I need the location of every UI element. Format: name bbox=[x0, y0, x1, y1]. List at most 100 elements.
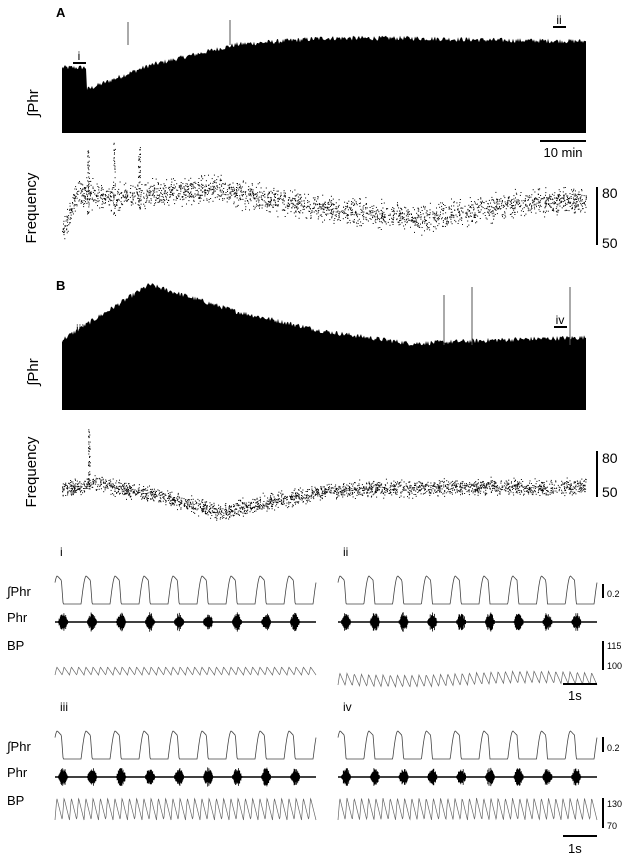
frequency-point bbox=[326, 209, 328, 211]
frequency-point bbox=[354, 489, 356, 491]
frequency-point bbox=[93, 200, 95, 202]
frequency-point bbox=[413, 490, 415, 491]
frequency-point bbox=[477, 482, 479, 484]
frequency-point bbox=[229, 196, 231, 198]
frequency-point bbox=[493, 484, 495, 486]
frequency-point bbox=[510, 213, 512, 215]
frequency-point bbox=[328, 489, 329, 491]
frequency-point bbox=[395, 491, 397, 493]
frequency-point bbox=[504, 197, 506, 199]
frequency-point bbox=[481, 482, 483, 484]
frequency-point bbox=[164, 493, 166, 495]
frequency-point bbox=[497, 494, 498, 496]
frequency-point bbox=[89, 198, 90, 200]
frequency-point bbox=[154, 496, 156, 498]
frequency-point bbox=[553, 484, 555, 486]
frequency-point bbox=[574, 486, 576, 488]
frequency-point bbox=[488, 210, 490, 212]
frequency-point bbox=[331, 204, 332, 206]
frequency-point bbox=[296, 208, 298, 210]
frequency-point bbox=[487, 206, 489, 208]
frequency-point bbox=[579, 480, 581, 482]
frequency-point bbox=[490, 491, 492, 493]
frequency-point bbox=[138, 200, 140, 202]
frequency-point bbox=[198, 184, 200, 186]
frequency-point bbox=[165, 499, 166, 501]
frequency-point bbox=[581, 478, 583, 480]
frequency-point bbox=[221, 511, 223, 512]
frequency-point bbox=[116, 202, 118, 204]
frequency-point bbox=[368, 210, 370, 212]
frequency-point bbox=[175, 196, 177, 198]
frequency-point bbox=[112, 487, 114, 488]
frequency-point bbox=[554, 202, 556, 204]
frequency-point bbox=[162, 194, 164, 196]
frequency-point bbox=[406, 218, 408, 220]
frequency-point bbox=[369, 487, 371, 489]
frequency-point bbox=[94, 193, 96, 195]
frequency-point bbox=[397, 221, 399, 223]
frequency-point bbox=[214, 508, 216, 510]
frequency-point bbox=[575, 206, 577, 208]
frequency-point bbox=[448, 489, 449, 491]
frequency-point bbox=[519, 486, 520, 488]
frequency-a-tick-80: 80 bbox=[602, 185, 618, 201]
frequency-point bbox=[69, 222, 71, 224]
frequency-point bbox=[553, 210, 555, 212]
frequency-point bbox=[495, 208, 497, 210]
frequency-point bbox=[132, 192, 134, 194]
frequency-point bbox=[111, 188, 113, 190]
frequency-point bbox=[190, 503, 192, 505]
frequency-point bbox=[516, 201, 518, 203]
frequency-point bbox=[290, 499, 292, 500]
frequency-point bbox=[498, 203, 500, 205]
frequency-point bbox=[152, 189, 154, 191]
frequency-point bbox=[533, 204, 535, 206]
frequency-point bbox=[574, 195, 576, 197]
frequency-point bbox=[281, 490, 283, 492]
frequency-point bbox=[563, 195, 565, 197]
frequency-point bbox=[302, 497, 304, 499]
frequency-point bbox=[125, 482, 127, 484]
frequency-point bbox=[391, 485, 393, 487]
frequency-point bbox=[169, 492, 171, 494]
frequency-point bbox=[239, 199, 241, 201]
frequency-point bbox=[470, 215, 472, 217]
frequency-point bbox=[211, 515, 213, 516]
frequency-point bbox=[204, 501, 206, 503]
frequency-point bbox=[534, 478, 536, 480]
frequency-point bbox=[141, 493, 143, 495]
frequency-point bbox=[405, 489, 407, 491]
frequency-point bbox=[485, 492, 487, 494]
frequency-point bbox=[347, 217, 349, 219]
frequency-point bbox=[274, 509, 276, 511]
frequency-point bbox=[98, 477, 100, 479]
frequency-point bbox=[396, 493, 398, 495]
frequency-point bbox=[538, 480, 540, 482]
frequency-point bbox=[459, 214, 461, 216]
frequency-point bbox=[550, 196, 552, 198]
frequency-point bbox=[307, 489, 309, 491]
frequency-point bbox=[338, 216, 340, 218]
frequency-point bbox=[183, 191, 185, 193]
frequency-point bbox=[134, 192, 135, 194]
frequency-point bbox=[344, 491, 345, 493]
frequency-point bbox=[225, 518, 227, 520]
frequency-point bbox=[298, 217, 300, 219]
frequency-point bbox=[171, 503, 173, 505]
frequency-point bbox=[233, 193, 235, 195]
frequency-point bbox=[459, 213, 461, 215]
frequency-point bbox=[197, 184, 199, 186]
frequency-point bbox=[461, 486, 463, 488]
frequency-point bbox=[293, 498, 295, 500]
frequency-point bbox=[240, 500, 242, 502]
frequency-point bbox=[90, 485, 91, 487]
frequency-point bbox=[355, 210, 357, 212]
frequency-point bbox=[487, 209, 489, 211]
frequency-point bbox=[71, 487, 73, 489]
frequency-point bbox=[102, 200, 104, 202]
frequency-point bbox=[175, 199, 177, 201]
frequency-point bbox=[147, 486, 149, 488]
frequency-point bbox=[89, 434, 91, 436]
frequency-point bbox=[522, 211, 524, 212]
